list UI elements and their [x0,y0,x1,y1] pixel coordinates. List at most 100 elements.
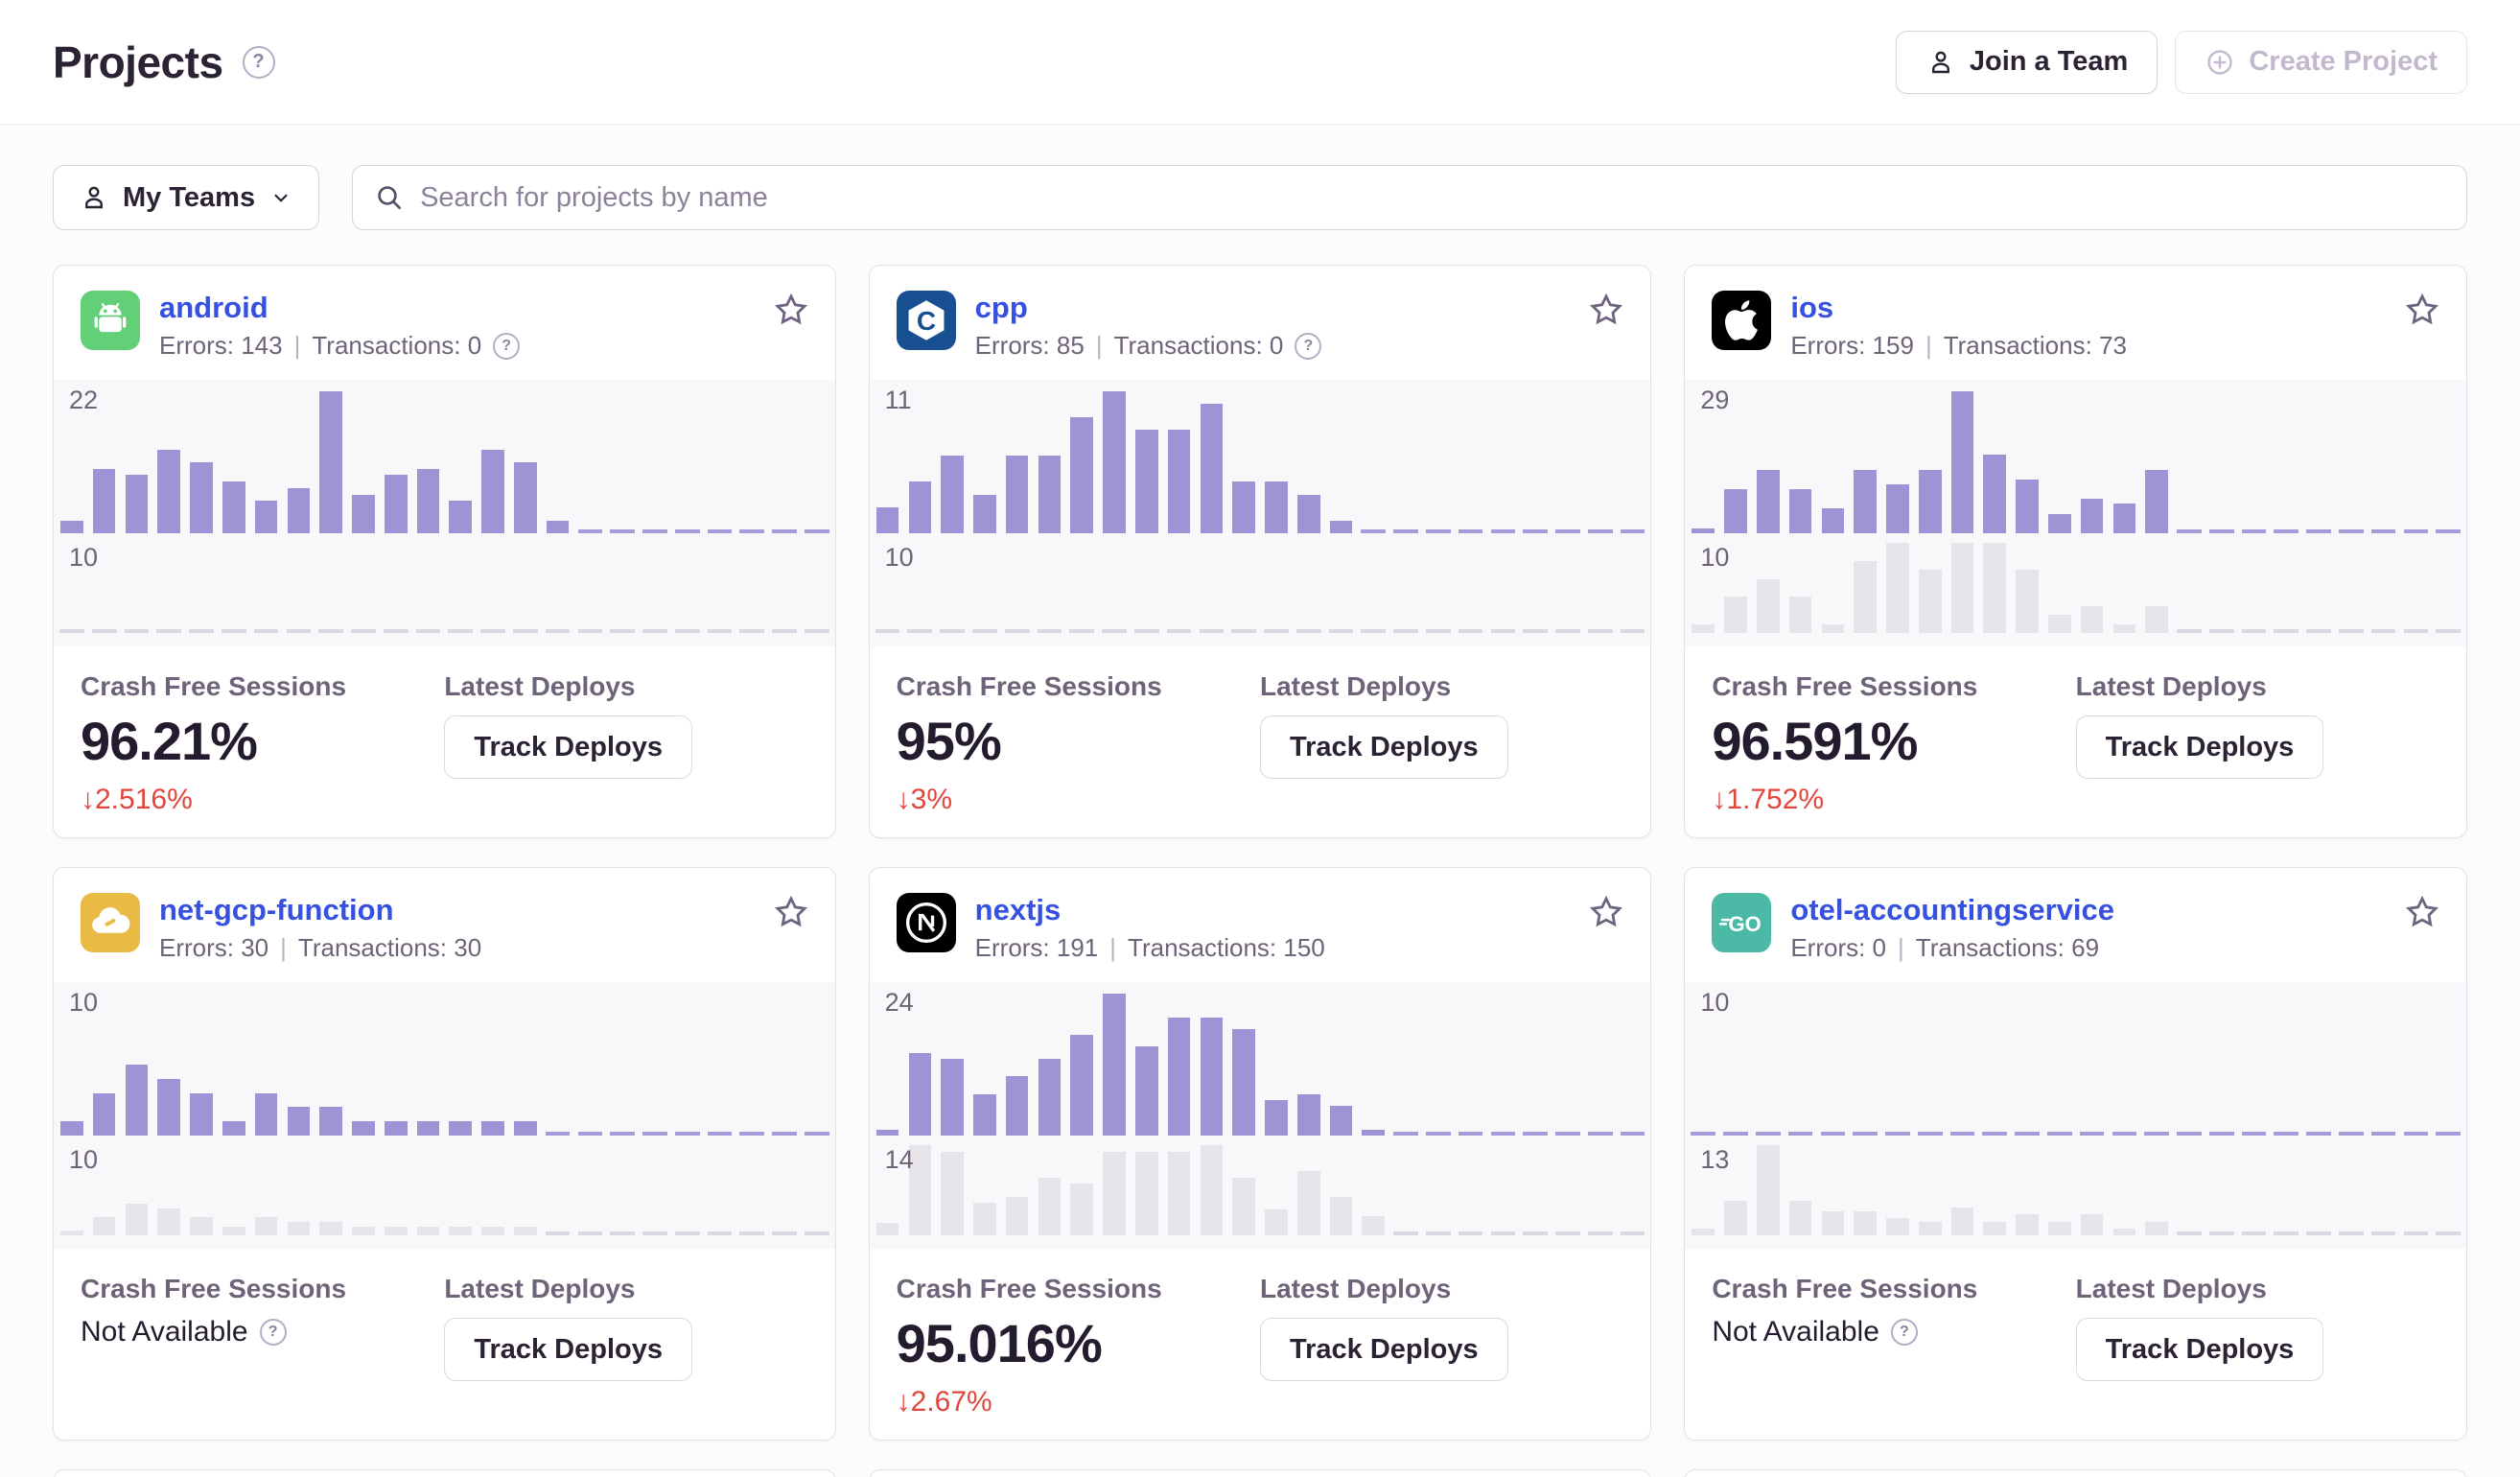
error-zero-dash [2208,1132,2234,1136]
favorite-star-button[interactable] [772,893,810,931]
transaction-slot [250,629,283,633]
favorite-star-button[interactable] [1587,893,1625,931]
error-bar [384,475,408,533]
transaction-slot [1617,629,1649,633]
transactions-bars [56,543,833,633]
favorite-star-button[interactable] [2403,291,2441,329]
error-bar [973,1094,996,1136]
track-deploys-button[interactable]: Track Deploys [2075,715,2324,779]
transaction-zero-dash [2436,1231,2462,1235]
transactions-count: Transactions: 73 [1943,331,2127,360]
create-project-button[interactable]: Create Project [2175,30,2467,94]
error-bar [2047,514,2071,533]
error-slot [1719,1132,1752,1136]
error-zero-dash [577,529,603,533]
transaction-slot [1519,1231,1552,1235]
error-slot [936,456,968,533]
error-slot [1584,1132,1617,1136]
error-zero-dash [1393,529,1418,533]
join-team-button[interactable]: Join a Team [1895,30,2158,94]
error-slot [872,507,904,533]
track-deploys-button[interactable]: Track Deploys [1259,715,1508,779]
error-slot [903,1053,936,1136]
error-zero-dash [1490,1132,1516,1136]
favorite-star-button[interactable] [772,291,810,329]
transaction-bar [416,1227,440,1235]
error-slot [1552,529,1584,533]
transaction-slot [936,629,968,633]
transactions-help-icon[interactable]: ? [493,332,521,360]
project-name-link[interactable]: otel-accountingservice [1790,893,2114,926]
track-deploys-button[interactable]: Track Deploys [444,715,692,779]
error-bar [287,1107,311,1136]
project-name-link[interactable]: ios [1790,291,1834,324]
error-bar [1200,1018,1224,1136]
transaction-zero-dash [1425,1231,1451,1235]
transaction-zero-dash [610,629,635,633]
transaction-slot [1227,1178,1260,1235]
crash-free-help-icon[interactable]: ? [1890,1319,1918,1346]
crash-free-value-text: 95.016% [896,1313,1103,1373]
crash-free-value: 95.016% [897,1312,1260,1374]
page-title: Projects [53,36,223,87]
transactions-count: Transactions: 0 [312,331,482,360]
project-name-link[interactable]: android [159,291,268,324]
project-sparkline-chart: 22 10 [54,380,835,646]
transaction-slot [56,629,88,633]
favorite-star-button[interactable] [2403,893,2441,931]
error-slot [1552,1132,1584,1136]
teams-dropdown[interactable]: My Teams [53,165,320,230]
transaction-bar [1329,1197,1353,1235]
errors-bars [56,391,833,533]
error-zero-dash [577,1132,603,1136]
transaction-zero-dash [2339,629,2364,633]
transaction-slot [1455,629,1487,633]
project-name-link[interactable]: cpp [974,291,1028,324]
transaction-zero-dash [1295,629,1321,633]
project-stats-line: Errors: 191 | Transactions: 150 [975,933,1325,963]
error-zero-dash [2436,529,2462,533]
transaction-slot [2076,606,2109,633]
transaction-bar [1134,1152,1158,1235]
transaction-bar [1886,1218,1909,1235]
error-bar [1103,994,1126,1136]
error-slot [2368,1132,2400,1136]
stats-separator: | [293,331,301,360]
transaction-slot [1947,543,1979,633]
project-name-link[interactable]: nextjs [974,893,1062,926]
error-zero-dash [1949,1132,1975,1136]
transaction-zero-dash [1133,629,1159,633]
transaction-bar [1070,1184,1094,1235]
transaction-bar [1854,561,1877,633]
error-slot [2108,1132,2140,1136]
transaction-slot [768,1231,801,1235]
track-deploys-button[interactable]: Track Deploys [444,1318,692,1381]
track-deploys-button[interactable]: Track Deploys [1259,1318,1508,1381]
transaction-bar [384,1227,408,1235]
project-name-link[interactable]: net-gcp-function [159,893,394,926]
error-zero-dash [610,529,635,533]
transaction-slot [347,1227,380,1235]
error-bar [1788,489,1812,533]
error-slot [1163,1018,1196,1136]
error-bar [1821,508,1845,533]
page-help-icon[interactable]: ? [242,45,275,79]
transaction-slot [1389,629,1422,633]
search-input[interactable] [420,181,2445,214]
transaction-slot [1227,629,1260,633]
transaction-bar [1724,1201,1747,1235]
errors-sparkline: 29 [1685,380,2466,533]
transaction-slot [1195,1145,1227,1235]
favorite-star-button[interactable] [1587,291,1625,329]
transactions-help-icon[interactable]: ? [1295,332,1322,360]
crash-free-value-text: 96.21% [81,711,258,771]
crash-free-help-icon[interactable]: ? [259,1319,287,1346]
transaction-bar [2080,1214,2104,1235]
error-slot [1617,529,1649,533]
crash-free-label: Crash Free Sessions [896,671,1162,701]
error-slot [1422,1132,1455,1136]
error-slot [1487,1132,1520,1136]
track-deploys-button[interactable]: Track Deploys [2075,1318,2324,1381]
error-slot [1260,1100,1293,1136]
transaction-zero-dash [907,629,933,633]
